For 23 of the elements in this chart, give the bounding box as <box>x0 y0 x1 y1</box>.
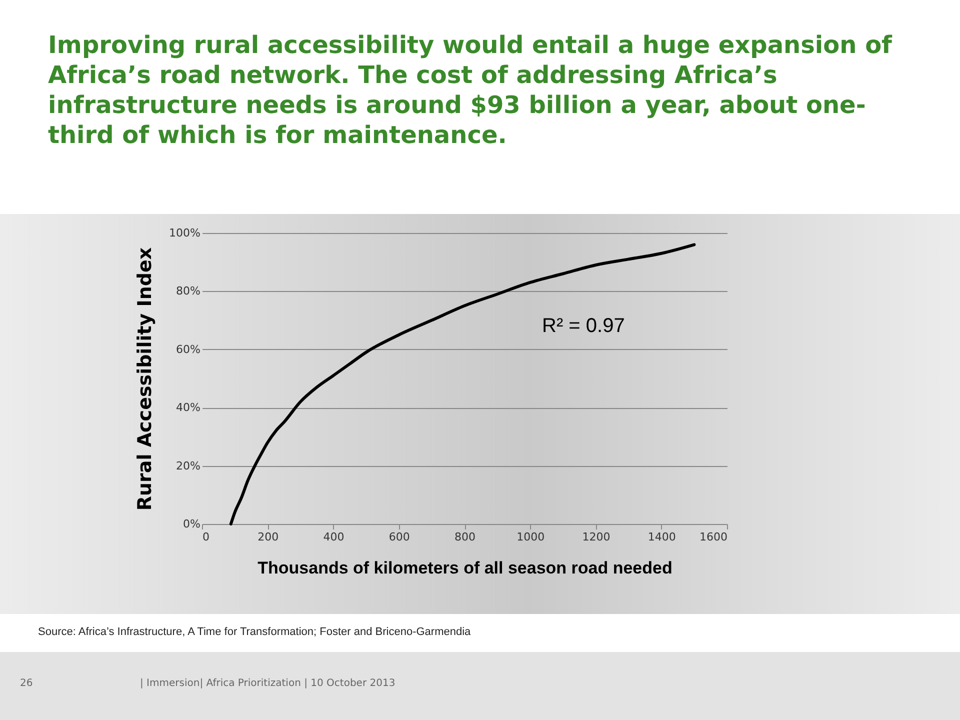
chart-title: Improving rural accessibility would entail a huge expansion of Africa’s road network. The cost of addressing Africa’s infrastructure needs is around $93 billion a year, about one-third of which is for maintenance. <box>48 30 894 150</box>
x-tick-label: 0 <box>202 530 210 544</box>
annotation: R² = 0.97 <box>542 315 625 337</box>
y-tick-label: 20% <box>176 459 200 472</box>
x-tick-label: 200 <box>258 530 279 544</box>
x-tick-label: 400 <box>323 530 344 544</box>
y-tick-label: 100% <box>169 226 200 240</box>
x-tick-label: 1200 <box>582 530 610 544</box>
x-axis-title: Thousands of kilometers of all season road needed <box>258 558 672 578</box>
source-note: Source: Africa’s Infrastructure, A Time for Transformation; Foster and Briceno-Garmendia <box>38 626 471 638</box>
y-tick-label: 80% <box>176 284 200 298</box>
y-tick-label: 60% <box>176 342 200 356</box>
x-tick-label: 1600 <box>700 530 728 544</box>
text: | Immersion| Africa Prioritization | 10 October 2013 <box>140 678 396 689</box>
x-tick-label: 600 <box>388 530 410 544</box>
line-series <box>229 243 696 526</box>
x-tick-label: 800 <box>454 530 476 544</box>
text: 26 <box>20 678 33 689</box>
x-tick-label: 1400 <box>648 530 676 544</box>
x-tick-label: 1000 <box>516 530 545 544</box>
y-axis-title: Rural Accessibility Index <box>134 247 156 511</box>
y-tick-label: 0% <box>183 518 200 530</box>
y-tick-label: 40% <box>176 401 200 414</box>
